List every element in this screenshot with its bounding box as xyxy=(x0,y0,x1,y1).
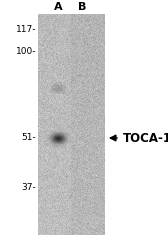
Text: TOCA-1: TOCA-1 xyxy=(123,132,168,144)
Text: A: A xyxy=(54,2,62,12)
Text: 37-: 37- xyxy=(21,183,36,193)
Text: 100-: 100- xyxy=(15,48,36,57)
Text: 51-: 51- xyxy=(21,133,36,142)
Text: B: B xyxy=(78,2,86,12)
Text: 117-: 117- xyxy=(15,26,36,34)
